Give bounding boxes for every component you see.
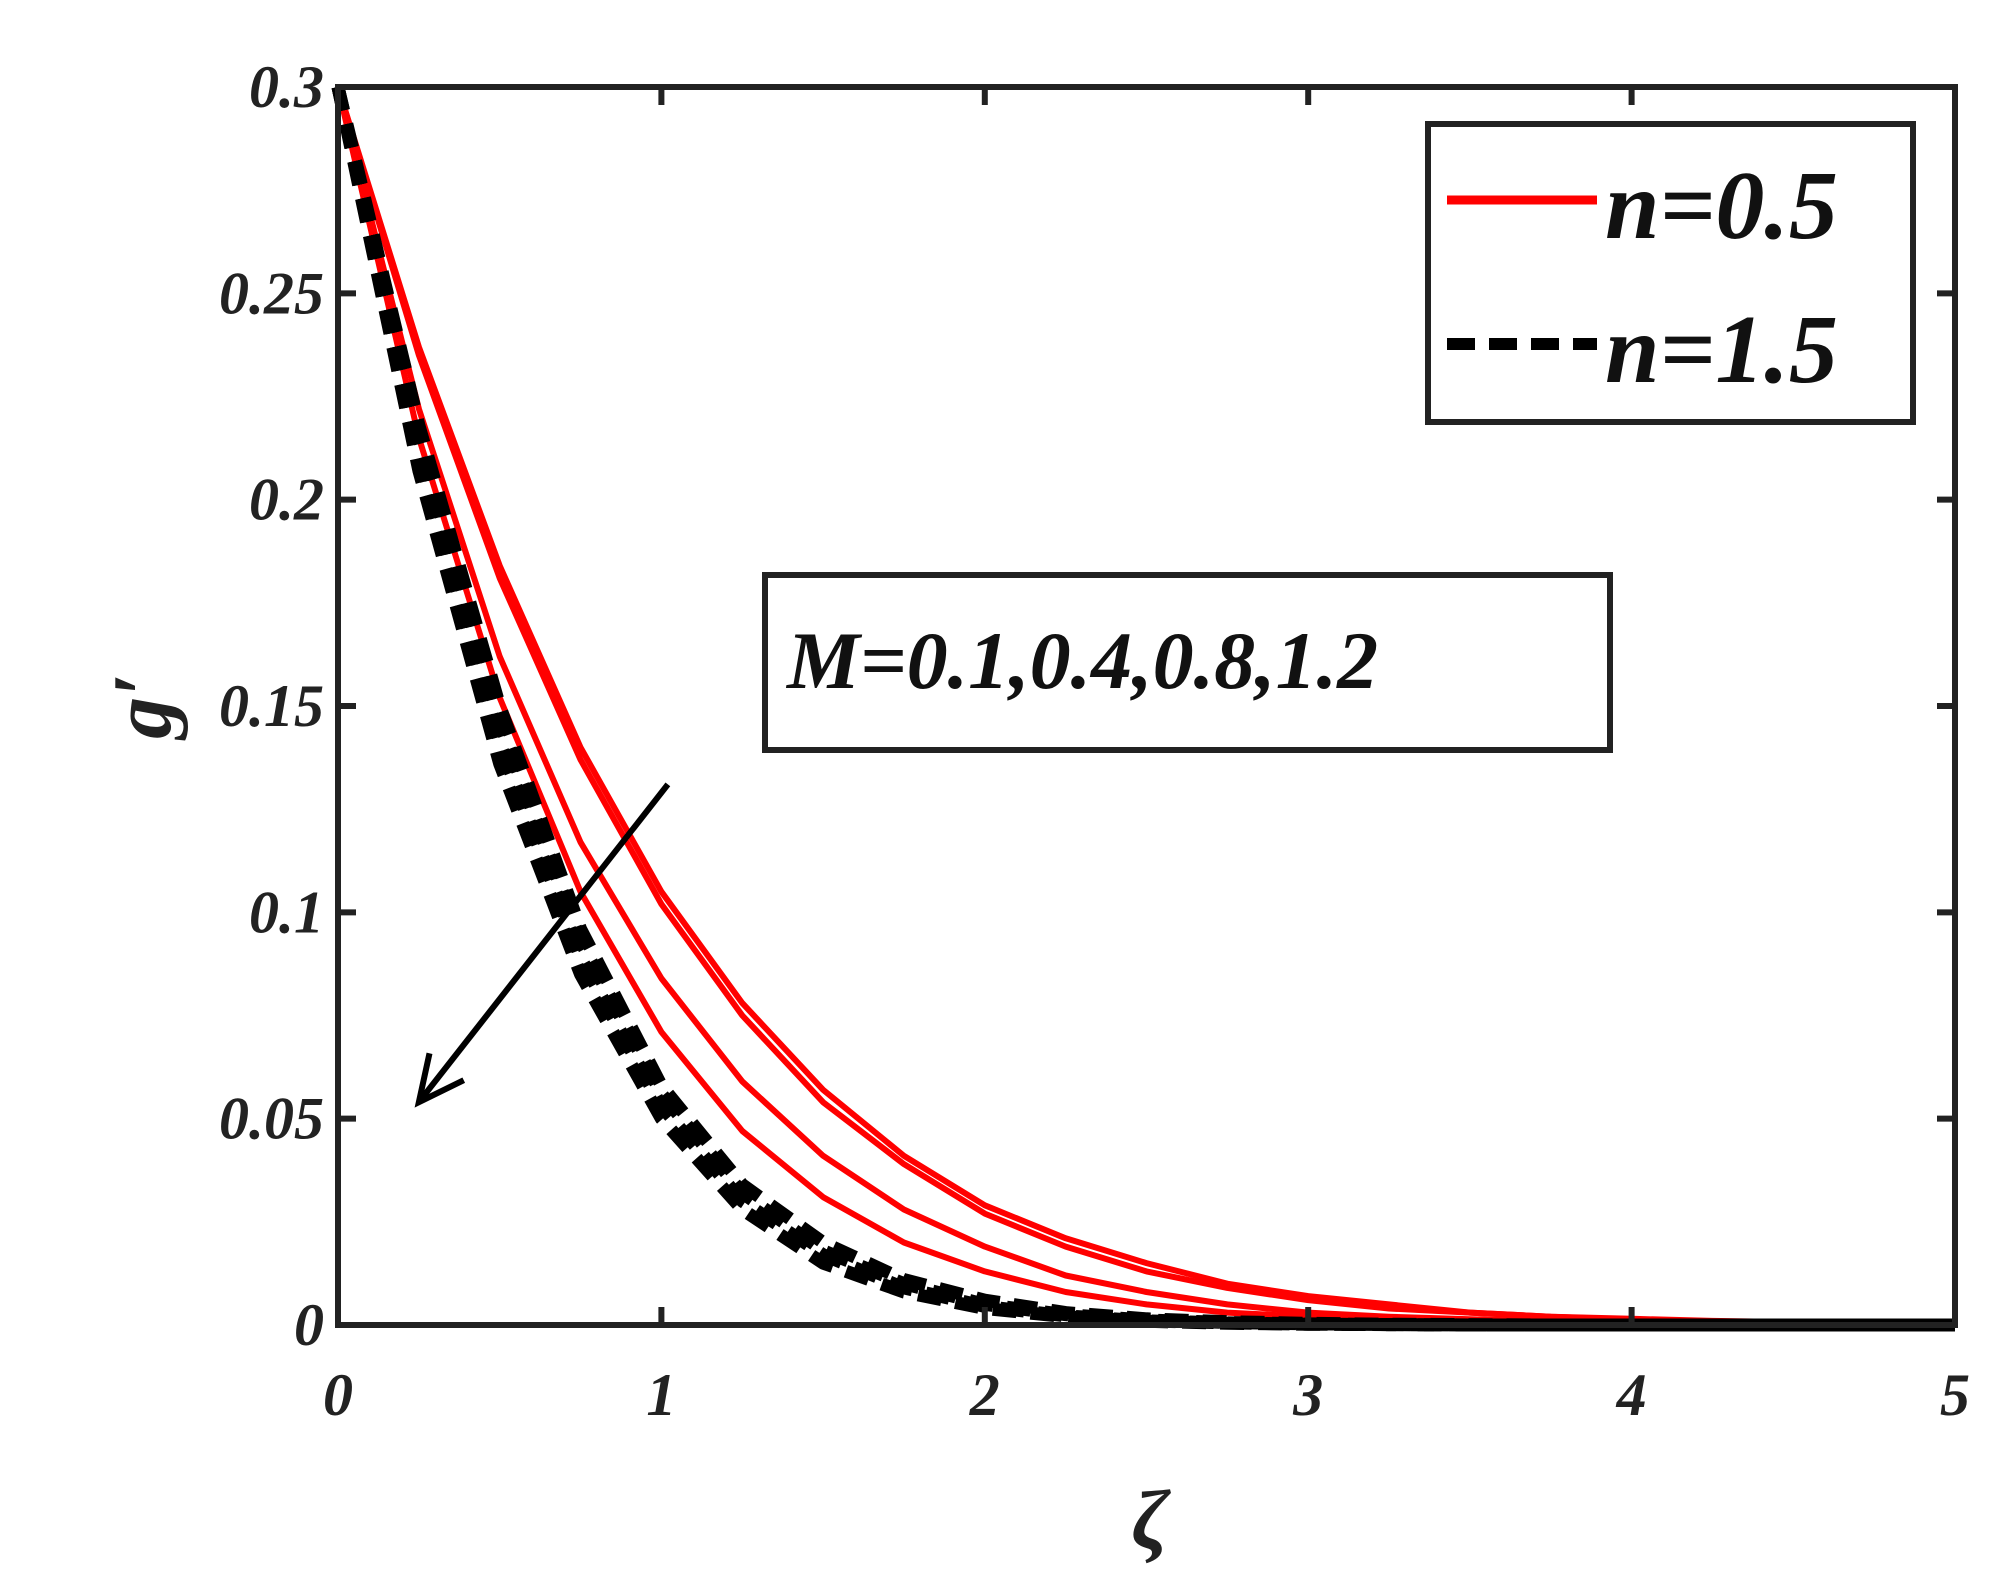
x-axis-label: ζ — [1131, 1474, 1171, 1567]
trend-arrow-head — [414, 1052, 466, 1108]
y-axis-label: g′ — [96, 673, 189, 741]
y-tick-label: 0.1 — [249, 879, 324, 945]
x-tick-label: 1 — [646, 1362, 676, 1428]
y-tick-label: 0.05 — [219, 1086, 324, 1152]
x-tick-label: 3 — [1292, 1362, 1323, 1428]
x-tick-label: 5 — [1940, 1362, 1970, 1428]
y-tick-label: 0 — [294, 1292, 324, 1358]
legend-label-n15: n=1.5 — [1605, 296, 1838, 404]
legend-label-n05: n=0.5 — [1605, 152, 1838, 260]
y-tick-label: 0.15 — [219, 673, 324, 739]
legend: n=0.5 n=1.5 — [1425, 121, 1916, 425]
x-tick-label: 2 — [969, 1362, 1000, 1428]
annotation-text: M=0.1,0.4,0.8,1.2 — [785, 615, 1378, 706]
y-tick-label: 0.2 — [249, 467, 324, 533]
plot-frame — [335, 84, 1958, 1328]
ticks-layer: 0 1 2 3 4 5 0 0.05 0.1 0.15 0.2 0.25 0.3 — [219, 54, 1970, 1428]
trend-arrow-shaft — [416, 782, 671, 1105]
arrow-layer — [414, 782, 671, 1108]
x-tick-label: 0 — [323, 1362, 353, 1428]
y-tick-label: 0.3 — [249, 54, 324, 120]
y-tick-label: 0.25 — [219, 260, 324, 326]
annotation-box: M=0.1,0.4,0.8,1.2 — [762, 572, 1613, 753]
x-tick-label: 4 — [1616, 1362, 1647, 1428]
